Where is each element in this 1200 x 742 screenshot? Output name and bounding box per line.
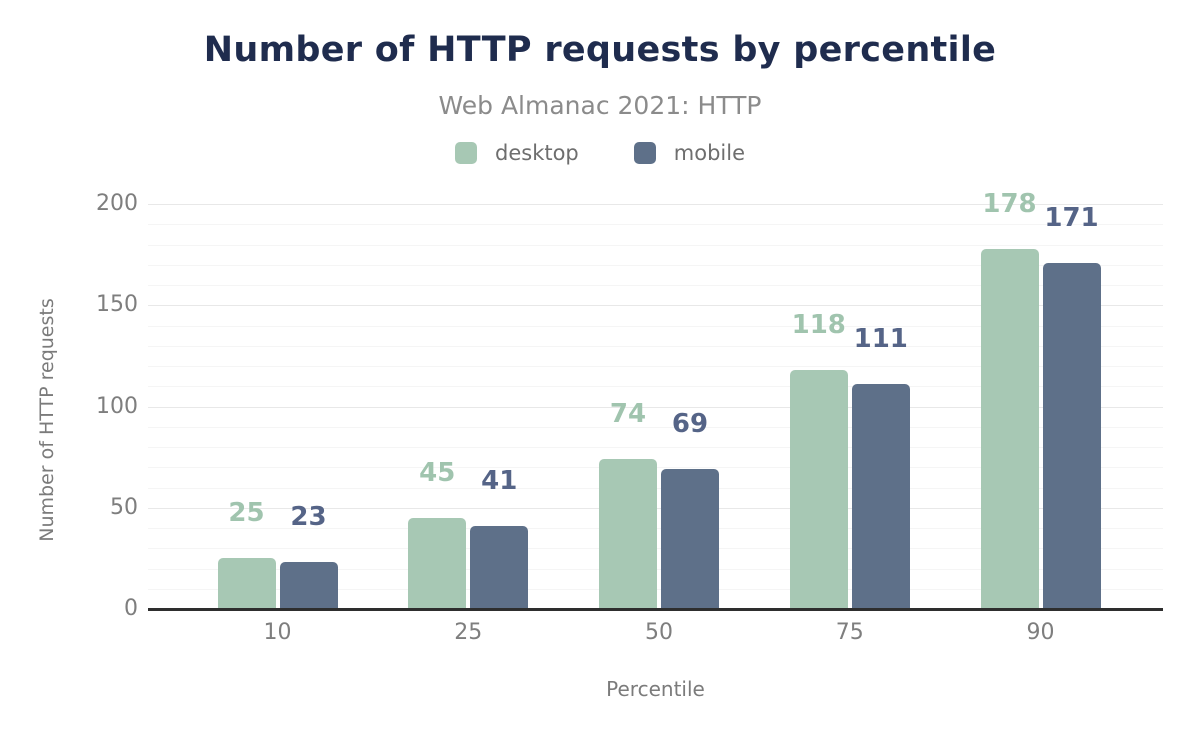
value-label-desktop-p50: 74	[609, 399, 647, 430]
y-tick-label: 50	[110, 494, 138, 520]
bar-mobile-p25	[470, 525, 529, 609]
minor-gridline	[148, 426, 1163, 428]
y-tick-label: 0	[124, 596, 138, 621]
bar-mobile-p10	[279, 562, 338, 609]
y-axis-title: Number of HTTP requests	[36, 298, 58, 542]
mobile-legend-swatch	[633, 142, 656, 164]
bar-desktop-p25	[408, 517, 467, 609]
value-label-desktop-p75: 118	[791, 310, 846, 341]
bar-desktop-p75	[789, 370, 848, 609]
major-gridline	[148, 204, 1163, 205]
chart-subtitle: Web Almanac 2021: HTTP	[438, 91, 762, 120]
minor-gridline	[148, 366, 1163, 367]
major-gridline	[148, 305, 1163, 307]
x-tick-label: 75	[835, 620, 864, 645]
y-tick-label: 100	[96, 393, 138, 419]
value-label-mobile-p90: 171	[1044, 202, 1099, 233]
bar-desktop-p10	[217, 558, 276, 609]
bar-mobile-p50	[661, 469, 719, 609]
x-tick-label: 10	[263, 620, 292, 645]
bar-mobile-p75	[851, 384, 910, 609]
plot-area: 25 23 45 41 74 69 118 111 178 171	[148, 191, 1163, 611]
y-tick-label: 200	[96, 191, 138, 216]
major-gridline	[148, 406, 1163, 408]
minor-gridline	[148, 325, 1163, 327]
value-label-desktop-p90: 178	[982, 188, 1037, 219]
x-tick-label: 90	[1026, 620, 1055, 645]
value-label-mobile-p25: 41	[481, 465, 518, 496]
value-label-mobile-p75: 111	[853, 324, 908, 355]
legend-item-desktop: desktop	[455, 141, 579, 165]
x-tick-label: 50	[645, 620, 673, 645]
legend-item-mobile: mobile	[633, 141, 745, 165]
value-label-mobile-p10: 23	[290, 502, 327, 533]
bar-mobile-p90	[1042, 262, 1101, 609]
minor-gridline	[148, 386, 1163, 388]
minor-gridline	[148, 264, 1163, 266]
minor-gridline	[148, 345, 1163, 347]
chart-title: Number of HTTP requests by percentile	[203, 30, 997, 70]
desktop-legend-swatch	[455, 142, 477, 164]
x-axis-title: Percentile	[606, 677, 705, 701]
minor-gridline	[148, 224, 1163, 226]
minor-gridline	[148, 285, 1163, 286]
legend-label: desktop	[495, 141, 579, 165]
value-label-desktop-p10: 25	[228, 498, 265, 529]
minor-gridline	[148, 244, 1163, 246]
y-tick-label: 150	[96, 292, 138, 318]
x-tick-label: 25	[454, 620, 483, 645]
legend: desktop mobile	[0, 141, 1200, 165]
legend-label: mobile	[673, 141, 745, 165]
bar-desktop-p50	[599, 459, 657, 609]
x-axis-line	[148, 607, 1163, 611]
bar-desktop-p90	[980, 248, 1039, 609]
value-label-mobile-p50: 69	[671, 409, 709, 440]
value-label-desktop-p25: 45	[419, 457, 456, 488]
minor-gridline	[148, 447, 1163, 448]
